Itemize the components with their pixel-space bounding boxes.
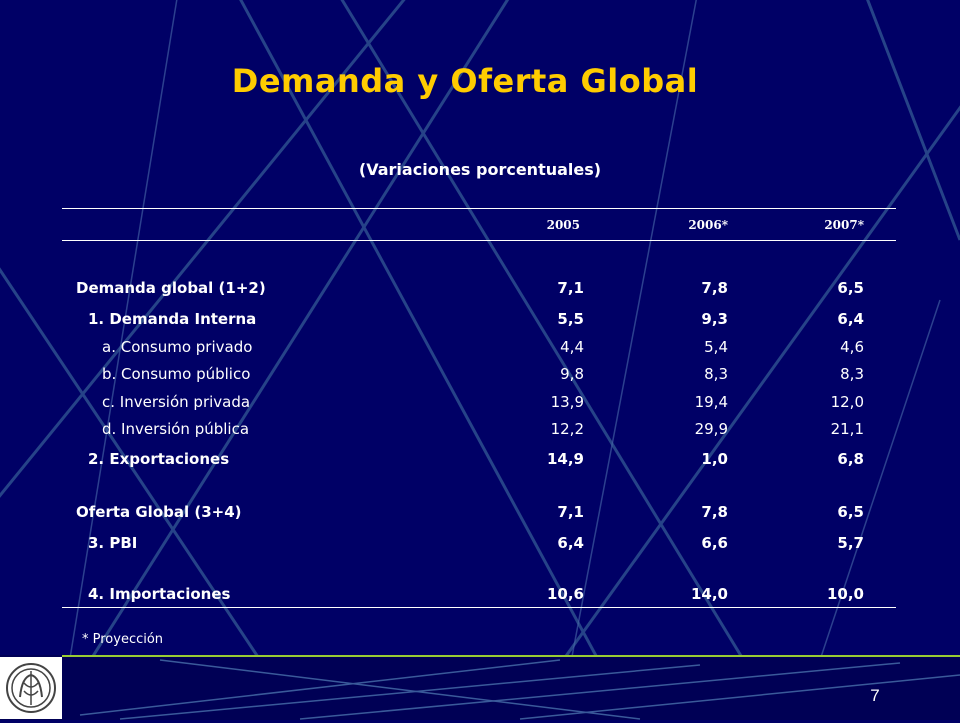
row-label: b. Consumo público: [102, 365, 251, 383]
row-value-2007: 6,5: [837, 503, 864, 521]
row-label: 1. Demanda Interna: [88, 310, 257, 328]
row-value-2005: 14,9: [546, 450, 584, 468]
row-value-2005: 5,5: [557, 310, 584, 328]
row-value-2006: 5,4: [704, 338, 728, 356]
table-top-rule: [62, 208, 896, 209]
row-value-2005: 13,9: [550, 393, 584, 411]
column-header-2007: 2007*: [824, 218, 864, 232]
row-value-2005: 12,2: [550, 420, 584, 438]
row-value-2006: 7,8: [701, 503, 728, 521]
table-row: Oferta Global (3+4) 7,1 7,8 6,5: [0, 503, 960, 527]
table-row: b. Consumo público 9,8 8,3 8,3: [0, 365, 960, 389]
row-value-2007: 21,1: [830, 420, 864, 438]
projection-note: * Proyección: [82, 632, 164, 647]
table-row: d. Inversión pública 12,2 29,9 21,1: [0, 420, 960, 444]
table-row: a. Consumo privado 4,4 5,4 4,6: [0, 338, 960, 362]
page-number: 7: [870, 686, 880, 705]
row-value-2007: 10,0: [826, 585, 864, 603]
row-value-2006: 29,9: [694, 420, 728, 438]
row-value-2006: 14,0: [690, 585, 728, 603]
row-value-2007: 5,7: [837, 534, 864, 552]
row-label: Oferta Global (3+4): [76, 503, 242, 521]
bcrp-logo: [0, 657, 62, 719]
slide-title: Demanda y Oferta Global: [231, 62, 699, 100]
row-value-2007: 6,5: [837, 279, 864, 297]
row-label: d. Inversión pública: [102, 420, 250, 438]
row-value-2005: 6,4: [557, 534, 584, 552]
footer-band: [0, 655, 960, 720]
row-value-2005: 7,1: [557, 503, 584, 521]
table-row: 1. Demanda Interna 5,5 9,3 6,4: [0, 310, 960, 334]
table-row: c. Inversión privada 13,9 19,4 12,0: [0, 393, 960, 417]
row-value-2007: 6,8: [837, 450, 864, 468]
row-label: 2. Exportaciones: [88, 450, 230, 468]
row-value-2007: 8,3: [840, 365, 864, 383]
bcrp-seal-icon: [6, 663, 56, 713]
row-value-2005: 4,4: [560, 338, 584, 356]
row-value-2007: 12,0: [830, 393, 864, 411]
row-label: c. Inversión privada: [102, 393, 251, 411]
row-value-2005: 9,8: [560, 365, 584, 383]
row-label: 3. PBI: [88, 534, 138, 552]
table-row: Demanda global (1+2) 7,1 7,8 6,5: [0, 279, 960, 303]
table-bottom-rule: [62, 607, 896, 608]
row-label: a. Consumo privado: [102, 338, 253, 356]
column-header-2005: 2005: [546, 218, 580, 232]
row-label: 4. Importaciones: [88, 585, 231, 603]
column-header-2006: 2006*: [688, 218, 728, 232]
row-value-2006: 19,4: [694, 393, 728, 411]
row-value-2006: 9,3: [701, 310, 728, 328]
row-value-2005: 10,6: [546, 585, 584, 603]
row-value-2007: 6,4: [837, 310, 864, 328]
table-row: 2. Exportaciones 14,9 1,0 6,8: [0, 450, 960, 474]
row-label: Demanda global (1+2): [76, 279, 266, 297]
row-value-2006: 6,6: [701, 534, 728, 552]
row-value-2006: 1,0: [701, 450, 728, 468]
row-value-2007: 4,6: [840, 338, 864, 356]
slide-subtitle: (Variaciones porcentuales): [358, 160, 602, 179]
row-value-2005: 7,1: [557, 279, 584, 297]
table-header-rule: [62, 240, 896, 241]
table-row: 3. PBI 6,4 6,6 5,7: [0, 534, 960, 558]
table-row: 4. Importaciones 10,6 14,0 10,0: [0, 585, 960, 609]
row-value-2006: 7,8: [701, 279, 728, 297]
row-value-2006: 8,3: [704, 365, 728, 383]
